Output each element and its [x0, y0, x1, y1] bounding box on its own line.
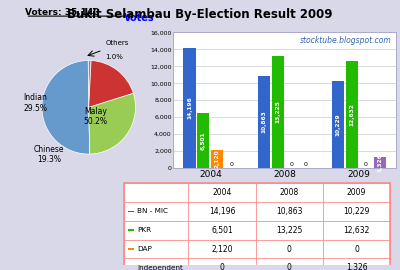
- Text: 10,863: 10,863: [261, 111, 266, 133]
- Text: 0: 0: [287, 245, 292, 254]
- Text: 12,632: 12,632: [343, 226, 370, 235]
- Bar: [128, 267, 134, 269]
- Text: 10,863: 10,863: [276, 207, 302, 216]
- Bar: [124, 183, 188, 202]
- Bar: [272, 56, 284, 168]
- Bar: [128, 211, 134, 212]
- Text: DAP: DAP: [137, 246, 152, 252]
- Text: 2008: 2008: [280, 188, 299, 197]
- Text: 10,229: 10,229: [336, 113, 340, 136]
- Bar: [124, 202, 188, 221]
- Text: Others: Others: [106, 40, 129, 46]
- Text: 0: 0: [220, 263, 224, 270]
- Text: 6,501: 6,501: [211, 226, 233, 235]
- Text: 14,196: 14,196: [187, 97, 192, 119]
- Text: Votes: Votes: [124, 13, 155, 23]
- Bar: [323, 202, 390, 221]
- Bar: [256, 221, 323, 240]
- Text: 10,229: 10,229: [343, 207, 370, 216]
- Bar: [256, 240, 323, 258]
- Wedge shape: [42, 60, 90, 154]
- Text: 1,326: 1,326: [377, 153, 382, 172]
- Bar: [256, 202, 323, 221]
- Bar: [258, 76, 270, 168]
- Bar: [323, 258, 390, 270]
- Bar: [124, 240, 188, 258]
- Bar: [211, 150, 224, 168]
- Text: Voters: 35,140: Voters: 35,140: [26, 8, 100, 17]
- Text: Chinese
19.3%: Chinese 19.3%: [34, 145, 65, 164]
- Text: 0: 0: [354, 245, 359, 254]
- Bar: [188, 202, 256, 221]
- Bar: [323, 221, 390, 240]
- Text: 12,632: 12,632: [350, 103, 354, 126]
- Bar: [323, 183, 390, 202]
- Text: 2009: 2009: [347, 188, 366, 197]
- Bar: [124, 258, 188, 270]
- Text: Indian
29.5%: Indian 29.5%: [23, 93, 47, 113]
- Text: Independent: Independent: [137, 265, 183, 270]
- Bar: [323, 240, 390, 258]
- Bar: [188, 240, 256, 258]
- Text: BN - MIC: BN - MIC: [137, 208, 168, 214]
- Text: 13,225: 13,225: [275, 101, 280, 123]
- Bar: [183, 48, 196, 168]
- Text: 6,501: 6,501: [201, 131, 206, 150]
- Bar: [128, 230, 134, 231]
- Text: Malay
50.2%: Malay 50.2%: [84, 107, 108, 126]
- Bar: [197, 113, 210, 168]
- Text: 0: 0: [290, 162, 294, 167]
- Text: 1,326: 1,326: [346, 263, 367, 270]
- Wedge shape: [89, 93, 136, 154]
- Text: 2004: 2004: [212, 188, 232, 197]
- Text: stocktube.blogspot.com: stocktube.blogspot.com: [300, 36, 392, 45]
- Bar: [188, 183, 256, 202]
- Text: 13,225: 13,225: [276, 226, 302, 235]
- Bar: [188, 221, 256, 240]
- Wedge shape: [89, 60, 133, 107]
- Wedge shape: [88, 60, 91, 107]
- Bar: [346, 61, 358, 168]
- Bar: [128, 248, 134, 250]
- Text: 14,196: 14,196: [209, 207, 235, 216]
- Bar: [332, 81, 344, 168]
- Text: 2,120: 2,120: [211, 245, 233, 254]
- Text: 0: 0: [304, 162, 308, 167]
- Text: 0: 0: [229, 162, 233, 167]
- Bar: [124, 221, 188, 240]
- Bar: [374, 157, 386, 168]
- Text: 0: 0: [287, 263, 292, 270]
- Bar: [256, 258, 323, 270]
- Text: PKR: PKR: [137, 227, 151, 233]
- Bar: [256, 183, 323, 202]
- Bar: [188, 258, 256, 270]
- Text: 2,120: 2,120: [215, 150, 220, 168]
- Text: 0: 0: [364, 162, 368, 167]
- Text: 1.0%: 1.0%: [106, 54, 123, 60]
- Text: Bukit Selambau By-Election Result 2009: Bukit Selambau By-Election Result 2009: [67, 8, 333, 21]
